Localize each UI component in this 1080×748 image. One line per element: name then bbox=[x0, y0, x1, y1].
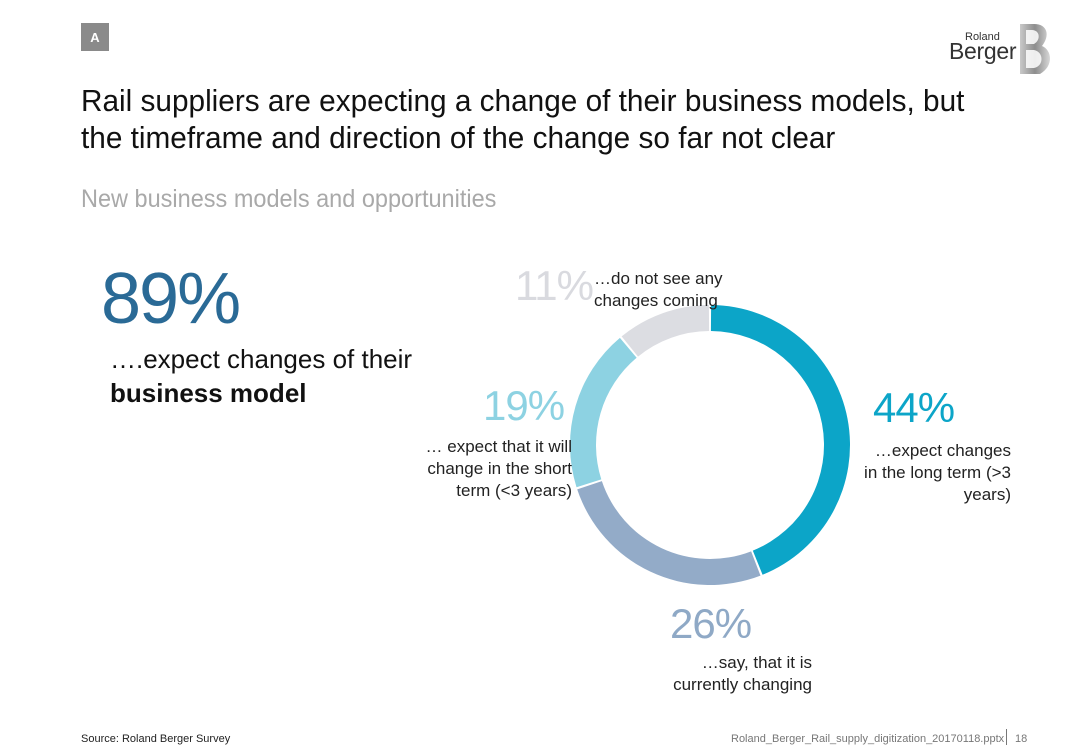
headline-text-line-1: ….expect changes of their bbox=[110, 344, 413, 374]
donut-chart bbox=[570, 305, 851, 585]
slice-desc-currently: …say, that it is currently changing bbox=[660, 652, 812, 696]
footer-filename: Roland_Berger_Rail_supply_digitization_2… bbox=[731, 733, 1005, 745]
footer-divider bbox=[1006, 729, 1007, 745]
slice-percent-currently: 26% bbox=[670, 600, 752, 647]
donut-slice-short-term bbox=[570, 337, 637, 488]
page-title: Rail suppliers are expecting a change of… bbox=[81, 82, 1003, 156]
title-line-1: Rail suppliers are expecting a change of… bbox=[81, 83, 965, 118]
title-line-2: the timeframe and direction of the chang… bbox=[81, 120, 836, 155]
slice-desc-no-change: …do not see any changes coming bbox=[594, 268, 744, 312]
desc-line: change in the short bbox=[427, 459, 572, 478]
source-note: Source: Roland Berger Survey bbox=[81, 733, 231, 745]
slice-desc-short-term: … expect that it will change in the shor… bbox=[400, 436, 572, 502]
desc-line: term (<3 years) bbox=[456, 481, 572, 500]
roland-berger-logo-icon bbox=[1020, 24, 1050, 74]
logo-berger-text: Berger bbox=[949, 38, 1017, 64]
page-subtitle: New business models and opportunities bbox=[81, 185, 497, 213]
headline-text-line-2: business model bbox=[110, 378, 307, 408]
desc-line: … expect that it will bbox=[425, 437, 572, 456]
slice-percent-long-term: 44% bbox=[873, 384, 955, 431]
desc-line: in the long term (>3 bbox=[864, 463, 1011, 482]
desc-line: changes coming bbox=[594, 291, 718, 310]
desc-line: …expect changes bbox=[874, 441, 1011, 460]
desc-line: …say, that it is bbox=[701, 653, 812, 672]
slice-desc-long-term: …expect changes in the long term (>3 yea… bbox=[855, 440, 1011, 506]
donut-slice-no-change bbox=[621, 305, 710, 357]
donut-slice-long-term bbox=[710, 305, 851, 575]
slice-percent-no-change: 11% bbox=[515, 262, 594, 309]
logo-roland-text: Roland bbox=[965, 31, 1000, 43]
slice-percent-short-term: 19% bbox=[483, 382, 565, 429]
desc-line: currently changing bbox=[673, 675, 812, 694]
desc-line: years) bbox=[963, 485, 1011, 504]
page-number: 18 bbox=[1015, 733, 1028, 745]
section-badge: A bbox=[81, 23, 109, 51]
donut-slice-currently bbox=[577, 481, 761, 585]
headline-percent: 89% bbox=[101, 259, 241, 339]
desc-line: …do not see any bbox=[594, 269, 723, 288]
